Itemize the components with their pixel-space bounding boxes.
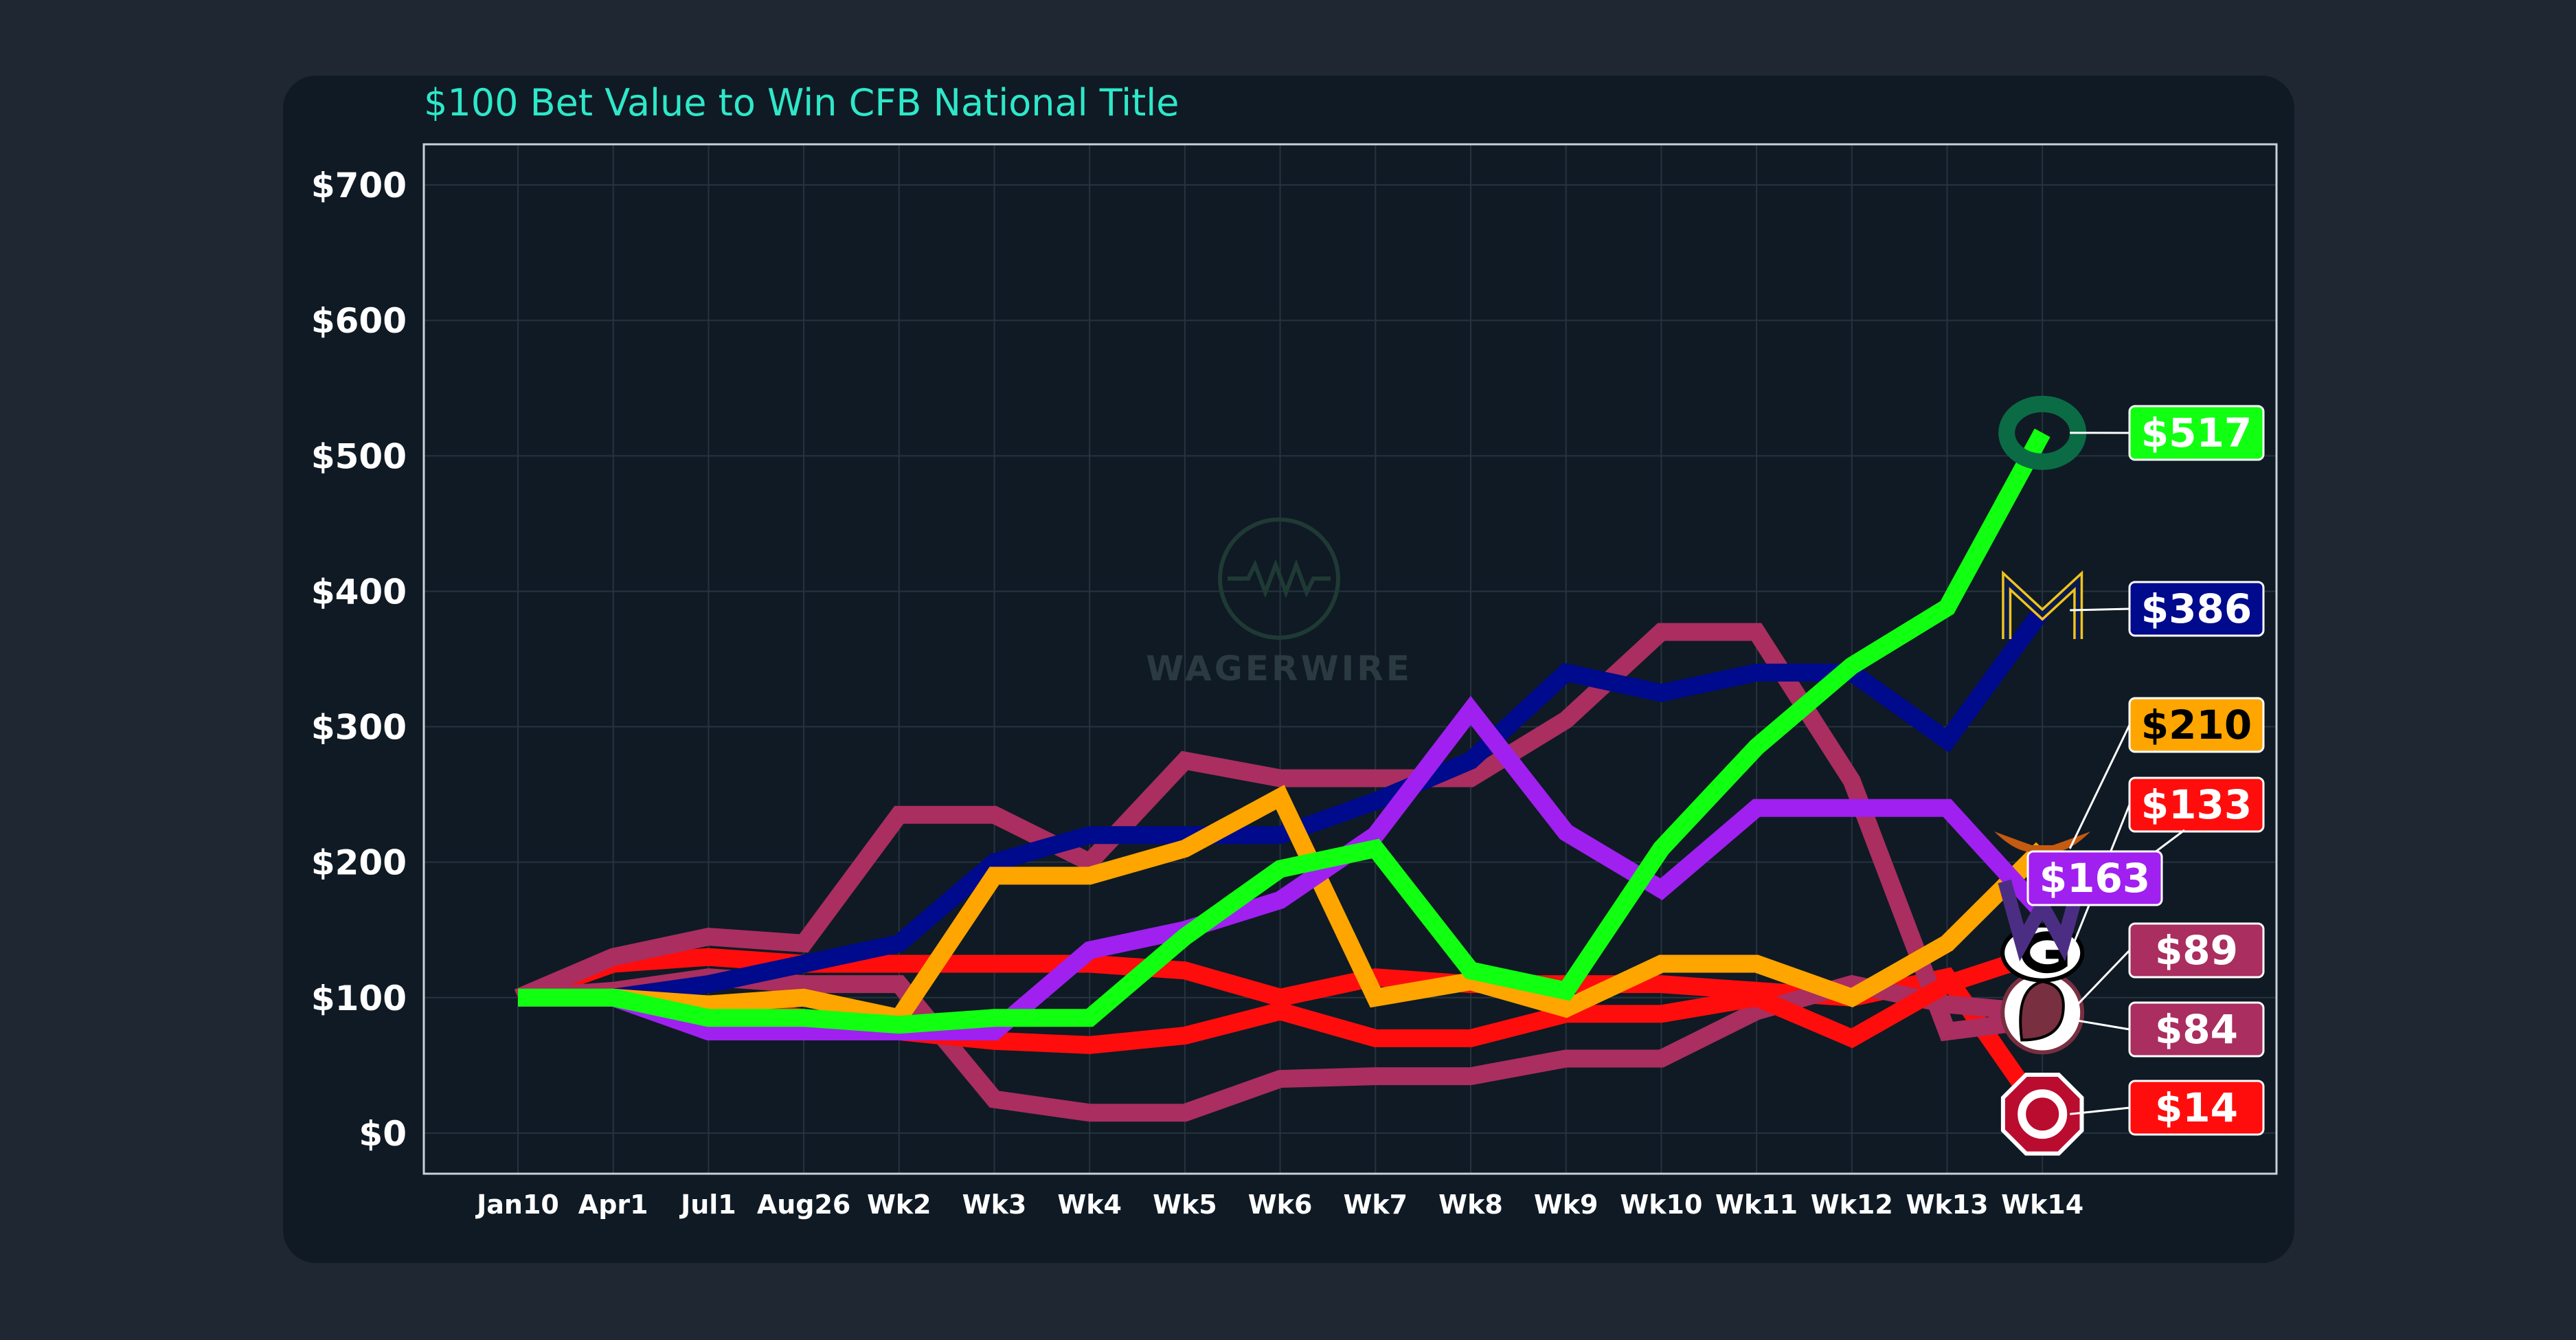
end-label: $133 [2068, 777, 2265, 954]
end-label-text: $386 [2141, 585, 2252, 632]
michigan-logo [2002, 570, 2083, 640]
end-label-text: $163 [2040, 855, 2150, 902]
end-labels: $14 $84 $89 $133 $386 $210 $163 $517 [2026, 405, 2265, 1136]
end-label-box [2128, 777, 2265, 833]
y-tick-label: $0 [359, 1114, 407, 1154]
series-line [514, 623, 2044, 1042]
x-tick-label: Wk7 [1343, 1190, 1408, 1220]
end-label-box [2128, 1001, 2265, 1058]
y-axis: $0 $100 $200 $300 $400 $500 $600 $700 [311, 166, 407, 1154]
y-tick-label: $100 [311, 979, 407, 1018]
y-tick-label: $200 [311, 843, 407, 883]
end-label: $14 [2070, 1080, 2265, 1136]
end-label-box [2128, 697, 2265, 753]
end-label-text: $517 [2141, 410, 2252, 456]
end-label: $210 [2068, 697, 2265, 849]
x-tick-label: Wk12 [1811, 1190, 1893, 1220]
series-line [518, 785, 2049, 1028]
leader-line [2070, 607, 2130, 612]
ohio-state-octagon-icon [2000, 1073, 2084, 1156]
ohio-state-logo [2000, 1073, 2084, 1156]
end-label-box [2128, 1080, 2265, 1136]
end-label-text: $133 [2141, 781, 2252, 828]
end-label-box [2128, 581, 2265, 637]
x-tick-label: Wk14 [2001, 1190, 2083, 1220]
x-tick-label: Wk4 [1057, 1190, 1122, 1220]
x-tick-label: Jan10 [475, 1190, 559, 1220]
end-label: $163 [2026, 829, 2185, 906]
watermark: WAGERWIRE [1146, 517, 1412, 689]
end-label: $84 [2069, 1001, 2265, 1058]
watermark-text: WAGERWIRE [1146, 649, 1412, 689]
x-tick-label: Wk8 [1438, 1190, 1503, 1220]
georgia-g-icon [2021, 931, 2068, 974]
watermark-zigzag [1228, 559, 1331, 599]
x-tick-label: Wk2 [867, 1190, 931, 1220]
x-tick-label: Wk5 [1153, 1190, 1217, 1220]
end-label-box [2128, 405, 2265, 461]
leader-line [2070, 1106, 2130, 1115]
end-label: $386 [2070, 581, 2265, 637]
y-tick-label: $500 [311, 436, 407, 476]
seminole-head-icon [2019, 980, 2065, 1042]
end-label: $89 [2069, 922, 2265, 1014]
end-label: $517 [2070, 405, 2265, 461]
x-tick-label: Wk13 [1906, 1190, 1988, 1220]
y-tick-label: $400 [311, 572, 407, 612]
y-tick-label: $700 [311, 166, 407, 205]
team-logos [1994, 395, 2091, 1156]
series-lines [514, 428, 2050, 1122]
end-label-text: $89 [2155, 927, 2238, 974]
x-tick-label: Wk10 [1620, 1190, 1702, 1220]
end-label-box [2026, 850, 2163, 906]
x-tick-label: Wk6 [1248, 1190, 1313, 1220]
texas-logo [1994, 831, 2091, 869]
chart: $100 Bet Value to Win CFB National Title… [311, 81, 2278, 1220]
x-tick-label: Apr1 [578, 1190, 648, 1220]
end-label-text: $14 [2155, 1084, 2238, 1131]
end-label-text: $84 [2155, 1006, 2238, 1053]
leader-line [2069, 1018, 2130, 1031]
x-tick-label: Wk3 [962, 1190, 1027, 1220]
y-tick-label: $300 [311, 708, 407, 748]
x-tick-label: Aug26 [757, 1190, 851, 1220]
x-axis: Jan10 Apr1 Jul1 Aug26 Wk2 Wk3 Wk4 Wk5 Wk6 Wk7 Wk8 W… [475, 1190, 2083, 1220]
longhorn-icon [1994, 831, 2091, 869]
ohio-state-o-icon [2018, 1089, 2068, 1139]
series-line [518, 695, 2049, 1040]
end-label-text: $210 [2141, 702, 2252, 748]
x-tick-label: Jul1 [679, 1190, 736, 1220]
watermark-circle [1218, 517, 1340, 640]
series-line [518, 428, 2050, 1034]
leader-line [2069, 949, 2131, 1014]
y-tick-label: $600 [311, 301, 407, 341]
series-line [518, 605, 2050, 1007]
michigan-m-inner-icon [2004, 576, 2081, 640]
end-label-box [2128, 922, 2265, 979]
chart-title: $100 Bet Value to Win CFB National Title [424, 81, 1179, 124]
x-tick-label: Wk11 [1715, 1190, 1798, 1220]
leader-line [2068, 724, 2131, 849]
plot-frame [422, 143, 2278, 1175]
x-tick-label: Wk9 [1534, 1190, 1598, 1220]
chart-card: $100 Bet Value to Win CFB National Title… [283, 76, 2294, 1263]
